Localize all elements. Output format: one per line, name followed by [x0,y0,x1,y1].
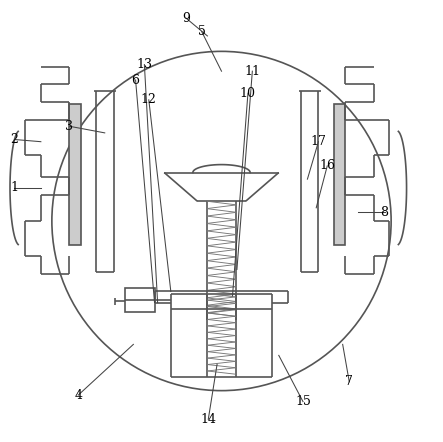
Text: 11: 11 [245,65,260,78]
Text: 7: 7 [346,375,353,389]
Text: 17: 17 [311,135,326,148]
Text: 4: 4 [74,389,82,401]
Text: 12: 12 [141,93,157,107]
Text: 3: 3 [66,120,74,133]
Text: 13: 13 [136,58,152,71]
Text: 9: 9 [183,12,190,25]
Text: 10: 10 [240,87,256,100]
Text: 15: 15 [295,395,311,408]
Text: 16: 16 [319,160,335,172]
Text: 8: 8 [381,206,389,219]
Text: 14: 14 [200,413,216,426]
Bar [70,104,81,245]
Bar [124,288,155,312]
Text: 5: 5 [198,25,206,38]
Text: 1: 1 [11,182,19,194]
Bar [334,104,345,245]
Text: 6: 6 [132,73,140,87]
Text: 2: 2 [11,133,18,146]
